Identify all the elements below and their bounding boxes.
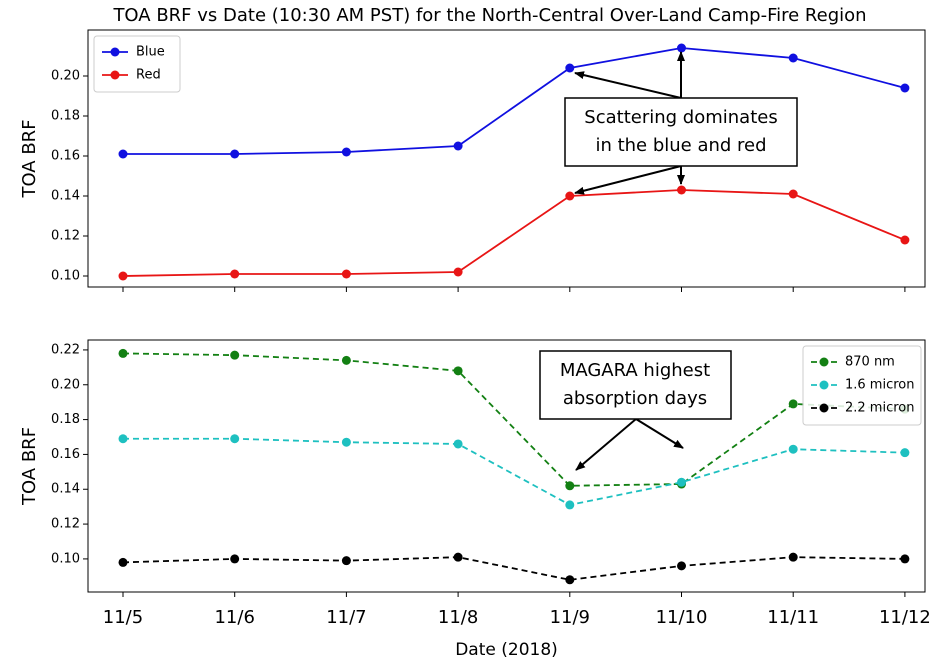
point [118, 557, 128, 567]
annotations: Blue Red Scattering dominates in the blue a… [93, 35, 922, 471]
y-tick-label: 0.22 [51, 342, 80, 357]
point [341, 437, 351, 447]
x-axis-label: Date (2018) [455, 640, 558, 660]
x-tick-label: 11/11 [767, 607, 819, 628]
legend-label: Red [136, 68, 161, 83]
point [341, 355, 351, 365]
point [230, 434, 240, 444]
point [453, 267, 463, 277]
y-tick-label: 0.14 [51, 189, 80, 204]
x-tick-label: 11/12 [879, 607, 931, 628]
y-tick-label: 0.18 [51, 412, 80, 427]
legend-marker [819, 380, 829, 390]
y-tick-label: 0.16 [51, 447, 80, 462]
point [900, 554, 910, 564]
point [230, 149, 240, 159]
point [565, 63, 575, 73]
point [788, 552, 798, 562]
point [453, 439, 463, 449]
legend-marker [110, 47, 120, 57]
point [118, 434, 128, 444]
point [341, 147, 351, 157]
series-line [122, 189, 906, 277]
point [677, 185, 686, 195]
axes-frame [87, 29, 926, 288]
legend-box [802, 345, 922, 426]
series-line [123, 437, 905, 506]
legend-label: 2.2 micron [845, 401, 914, 416]
y-tick-label: 0.20 [51, 69, 80, 84]
y-tick-label: 0.18 [51, 109, 80, 124]
y-axis-label: TOA BRF [19, 427, 40, 506]
x-tick-label: 11/9 [550, 607, 590, 628]
point [677, 43, 686, 53]
point [341, 269, 351, 279]
point [565, 500, 575, 510]
x-tick-label: 11/7 [326, 607, 366, 628]
point [453, 141, 463, 151]
point [900, 235, 910, 245]
point [230, 554, 240, 564]
y-tick-label: 0.10 [51, 551, 80, 566]
arrow [635, 418, 684, 449]
annotation-text: in the blue and red [595, 135, 766, 156]
point [118, 271, 128, 281]
y-tick-label: 0.14 [51, 482, 80, 497]
point [788, 444, 798, 454]
point [118, 348, 128, 358]
series-line [123, 47, 906, 155]
legend-marker [819, 357, 829, 367]
annotation-text: MAGARA highest [560, 360, 710, 381]
point [900, 448, 910, 458]
point [788, 53, 798, 63]
legend-marker [819, 403, 829, 413]
point [453, 552, 463, 562]
annotation-box [539, 350, 732, 420]
annotation-text: Scattering dominates [584, 107, 777, 128]
y-tick-label: 0.20 [51, 377, 80, 392]
annotation-text: absorption days [563, 388, 707, 409]
legend-marker [110, 70, 120, 80]
arrow [575, 418, 637, 471]
plots: 0.10 0.12 0.14 0.16 0.18 0.20 TOA BRF 0.10 0.12 0… [19, 29, 931, 660]
legend-label: Blue [136, 45, 165, 60]
point [565, 575, 575, 585]
arrow [574, 165, 682, 195]
point [565, 191, 575, 201]
point [900, 83, 910, 93]
point [677, 561, 686, 571]
y-tick-label: 0.12 [51, 517, 80, 532]
x-tick-label: 11/10 [656, 607, 708, 628]
point [788, 399, 798, 409]
point [565, 481, 575, 491]
axes-frame [87, 339, 926, 593]
point [788, 189, 798, 199]
point [230, 269, 240, 279]
x-tick-label: 11/8 [438, 607, 478, 628]
arrow [574, 71, 682, 99]
y-tick-label: 0.16 [51, 149, 80, 164]
chart-title: TOA BRF vs Date (10:30 AM PST) for the N… [112, 5, 866, 26]
series-line [122, 352, 905, 487]
legend-label: 1.6 micron [845, 378, 914, 393]
point [230, 350, 240, 360]
series-line [122, 556, 905, 581]
y-tick-label: 0.12 [51, 229, 80, 244]
point [118, 149, 128, 159]
point [453, 366, 463, 376]
y-axis-label: TOA BRF [19, 119, 40, 198]
x-tick-label: 11/6 [214, 607, 254, 628]
legend-label: 870 nm [845, 355, 895, 370]
x-tick-label: 11/5 [103, 607, 143, 628]
point [677, 477, 686, 487]
y-tick-label: 0.10 [51, 269, 80, 284]
annotation-box [564, 97, 798, 167]
point [341, 556, 351, 566]
